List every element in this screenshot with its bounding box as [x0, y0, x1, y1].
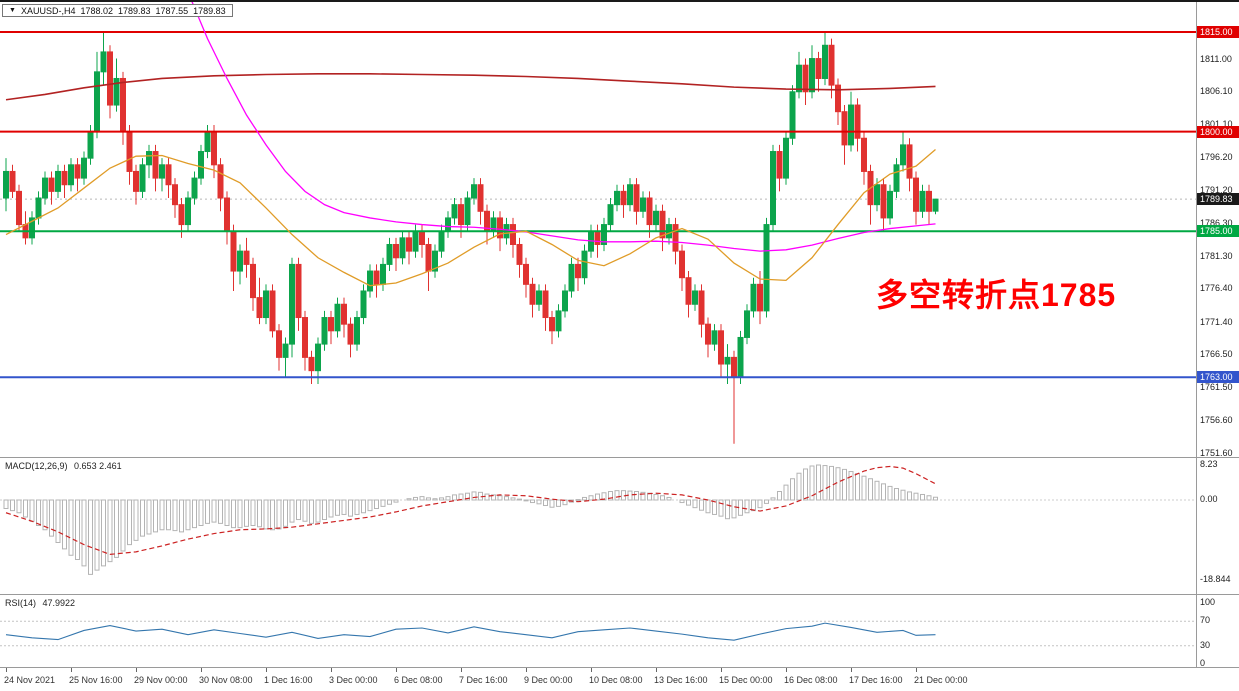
- symbol-period-label: XAUUSD-,H4: [20, 5, 76, 16]
- ohlc-open: 1788.02: [80, 5, 113, 16]
- time-axis-label: 9 Dec 00:00: [524, 675, 573, 685]
- ohlc-close: 1789.83: [193, 5, 226, 16]
- chart-info-bar: ▼ XAUUSD-,H4 1788.02 1789.83 1787.55 178…: [2, 4, 233, 17]
- price-tick-label: 1811.00: [1200, 53, 1232, 64]
- ohlc-high: 1789.83: [118, 5, 151, 16]
- time-axis-label: 17 Dec 16:00: [849, 675, 903, 685]
- time-axis-tick: [916, 668, 917, 672]
- rsi-header: RSI(14) 47.9922: [5, 598, 79, 608]
- annotation-text[interactable]: 多空转折点1785: [876, 277, 1117, 313]
- time-axis-label: 25 Nov 16:00: [69, 675, 123, 685]
- time-axis-label: 3 Dec 00:00: [329, 675, 378, 685]
- macd-plot: [0, 464, 1196, 575]
- price-tick-label: 1751.60: [1200, 448, 1233, 458]
- ohlc-low: 1787.55: [155, 5, 189, 16]
- time-axis-tick: [526, 668, 527, 672]
- price-tick-label: 1761.50: [1200, 382, 1233, 393]
- rsi-scale-label: 0: [1200, 658, 1206, 668]
- price-tick-label: 1806.10: [1200, 86, 1233, 97]
- time-axis-tick: [71, 668, 72, 672]
- price-tick-label: 1786.30: [1200, 217, 1233, 228]
- price-tick-label: 1781.30: [1200, 250, 1233, 261]
- time-axis-tick: [136, 668, 137, 672]
- time-axis-tick: [201, 668, 202, 672]
- macd-scale-label: 8.23: [1200, 459, 1218, 470]
- rsi-scale-label: 70: [1200, 615, 1211, 626]
- time-axis-tick: [331, 668, 332, 672]
- time-axis[interactable]: 24 Nov 2021 25 Nov 16:00 29 Nov 00:00 30 No…: [0, 667, 1239, 691]
- price-tick-label: 1756.60: [1200, 414, 1233, 425]
- hline-price-badge: 1763.00: [1197, 371, 1239, 384]
- rsi-scale-label: 30: [1200, 639, 1211, 650]
- time-axis-tick: [266, 668, 267, 672]
- time-axis-label: 15 Dec 00:00: [719, 675, 773, 685]
- time-axis-tick: [6, 668, 7, 672]
- rsi-indicator-name: RSI(14): [5, 598, 37, 608]
- hline-price-badge: 1800.00: [1197, 125, 1239, 138]
- price-tick-label: 1776.40: [1200, 283, 1233, 294]
- main-price-panel[interactable]: 多空转折点1785: [0, 2, 1239, 457]
- rsi-panel[interactable]: RSI(14) 47.9922: [0, 594, 1239, 667]
- time-axis-label: 30 Nov 08:00: [199, 675, 253, 685]
- time-axis-label: 21 Dec 00:00: [914, 675, 968, 685]
- macd-scale-label: -18.844: [1200, 574, 1231, 585]
- time-axis-tick: [396, 668, 397, 672]
- hline-price-badge: 1815.00: [1197, 26, 1239, 38]
- candlestick-plot: [0, 2, 1196, 444]
- time-axis-tick: [656, 668, 657, 672]
- collapse-chart-icon[interactable]: ▼: [9, 7, 16, 14]
- price-tick-label: 1791.20: [1200, 185, 1233, 196]
- time-axis-label: 6 Dec 08:00: [394, 675, 443, 685]
- macd-indicator-values: 0.653 2.461: [74, 461, 122, 471]
- macd-indicator-name: MACD(12,26,9): [5, 461, 68, 471]
- time-axis-label: 1 Dec 16:00: [264, 675, 313, 685]
- price-tick-label: 1771.40: [1200, 316, 1233, 327]
- time-axis-label: 24 Nov 2021: [4, 675, 56, 685]
- time-axis-label: 16 Dec 08:00: [784, 675, 838, 685]
- price-tick-label: 1796.20: [1200, 151, 1233, 162]
- time-axis-label: 13 Dec 16:00: [654, 675, 708, 685]
- rsi-indicator-value: 47.9922: [42, 598, 76, 608]
- macd-scale-label: 0.00: [1200, 494, 1218, 504]
- hline-price-badge: 1785.00: [1197, 225, 1239, 238]
- rsi-scale-label: 100: [1200, 597, 1216, 607]
- price-tick-label: 1801.10: [1200, 119, 1233, 130]
- price-axis[interactable]: 1811.00 1806.10 1801.10 1796.20 1791.20 1786.…: [1196, 2, 1239, 668]
- time-axis-label: 7 Dec 16:00: [459, 675, 508, 685]
- time-axis-tick: [851, 668, 852, 672]
- macd-header: MACD(12,26,9) 0.653 2.461: [5, 461, 126, 471]
- time-axis-tick: [721, 668, 722, 672]
- price-tick-label: 1766.50: [1200, 349, 1233, 360]
- time-axis-tick: [591, 668, 592, 672]
- time-axis-label: 10 Dec 08:00: [589, 675, 643, 685]
- time-axis-tick: [461, 668, 462, 672]
- time-axis-label: 29 Nov 00:00: [134, 675, 188, 685]
- current-price-badge: 1789.83: [1197, 193, 1239, 206]
- time-axis-tick: [786, 668, 787, 672]
- rsi-plot: [0, 620, 1196, 647]
- macd-panel[interactable]: MACD(12,26,9) 0.653 2.461: [0, 457, 1239, 594]
